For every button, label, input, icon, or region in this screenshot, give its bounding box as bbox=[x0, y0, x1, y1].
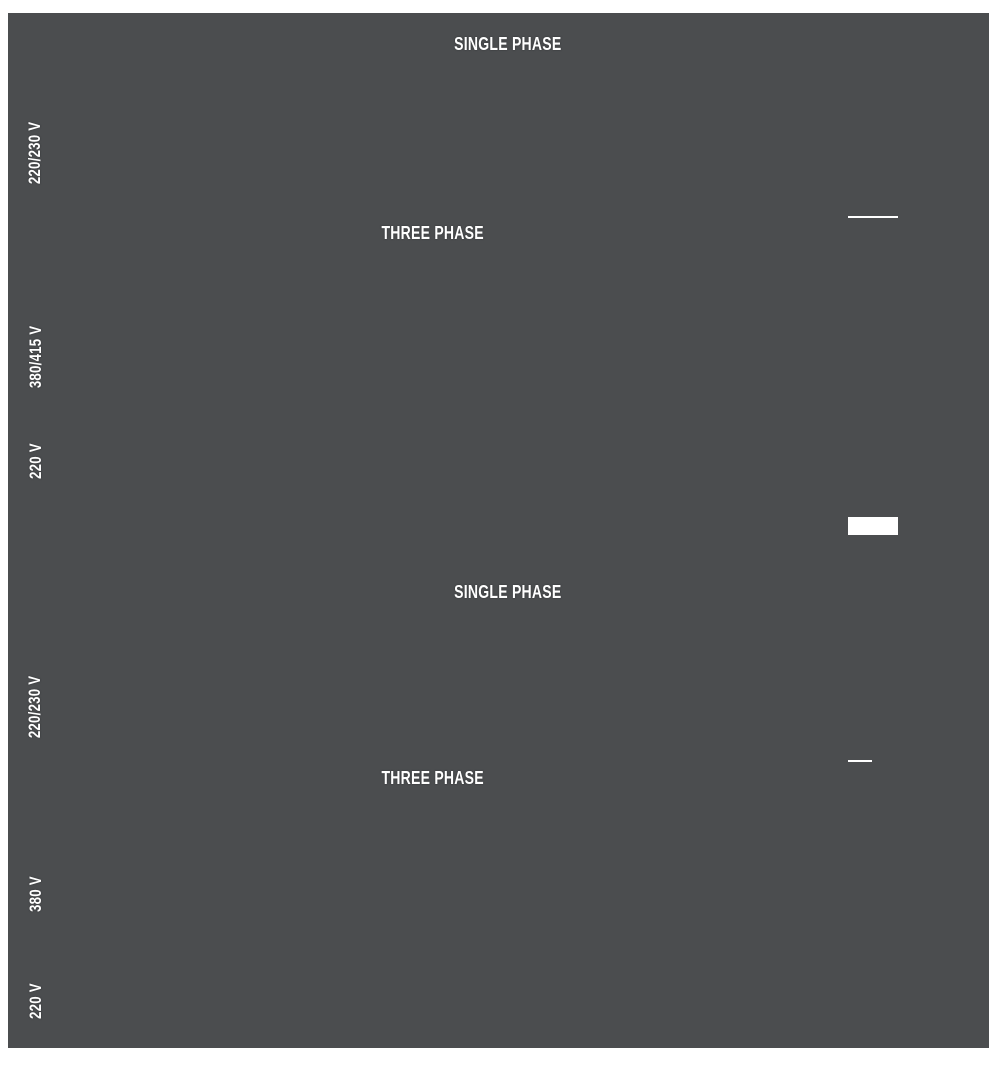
section-title-single-phase-1: SINGLE PHASE bbox=[358, 34, 658, 54]
voltage-label-220v-2: 220 V bbox=[26, 931, 46, 1071]
wiring-diagram-panel: SINGLE PHASE 220/230 V THREE PHASE 380/4… bbox=[8, 13, 989, 1048]
section-title-text: SINGLE PHASE bbox=[454, 34, 562, 54]
voltage-label-text: 220/230 V bbox=[25, 121, 44, 185]
section-title-text: THREE PHASE bbox=[381, 768, 485, 788]
section-title-text: THREE PHASE bbox=[381, 223, 485, 243]
voltage-label-text: 220 V bbox=[26, 443, 45, 479]
section-title-single-phase-2: SINGLE PHASE bbox=[358, 582, 658, 602]
highlight-line-1 bbox=[848, 216, 898, 218]
section-title-three-phase-1: THREE PHASE bbox=[283, 223, 583, 243]
voltage-label-220-230v-2: 220/230 V bbox=[25, 637, 45, 777]
voltage-label-text: 220 V bbox=[26, 983, 45, 1019]
section-title-three-phase-2: THREE PHASE bbox=[283, 768, 583, 788]
section-title-text: SINGLE PHASE bbox=[454, 582, 562, 602]
highlight-rect bbox=[848, 517, 898, 535]
voltage-label-text: 220/230 V bbox=[25, 675, 44, 739]
highlight-line-2 bbox=[848, 760, 872, 762]
voltage-label-220v-1: 220 V bbox=[26, 391, 46, 531]
voltage-label-text: 380/415 V bbox=[26, 325, 45, 389]
voltage-label-220-230v-1: 220/230 V bbox=[25, 83, 45, 223]
voltage-label-text: 380 V bbox=[26, 876, 45, 912]
